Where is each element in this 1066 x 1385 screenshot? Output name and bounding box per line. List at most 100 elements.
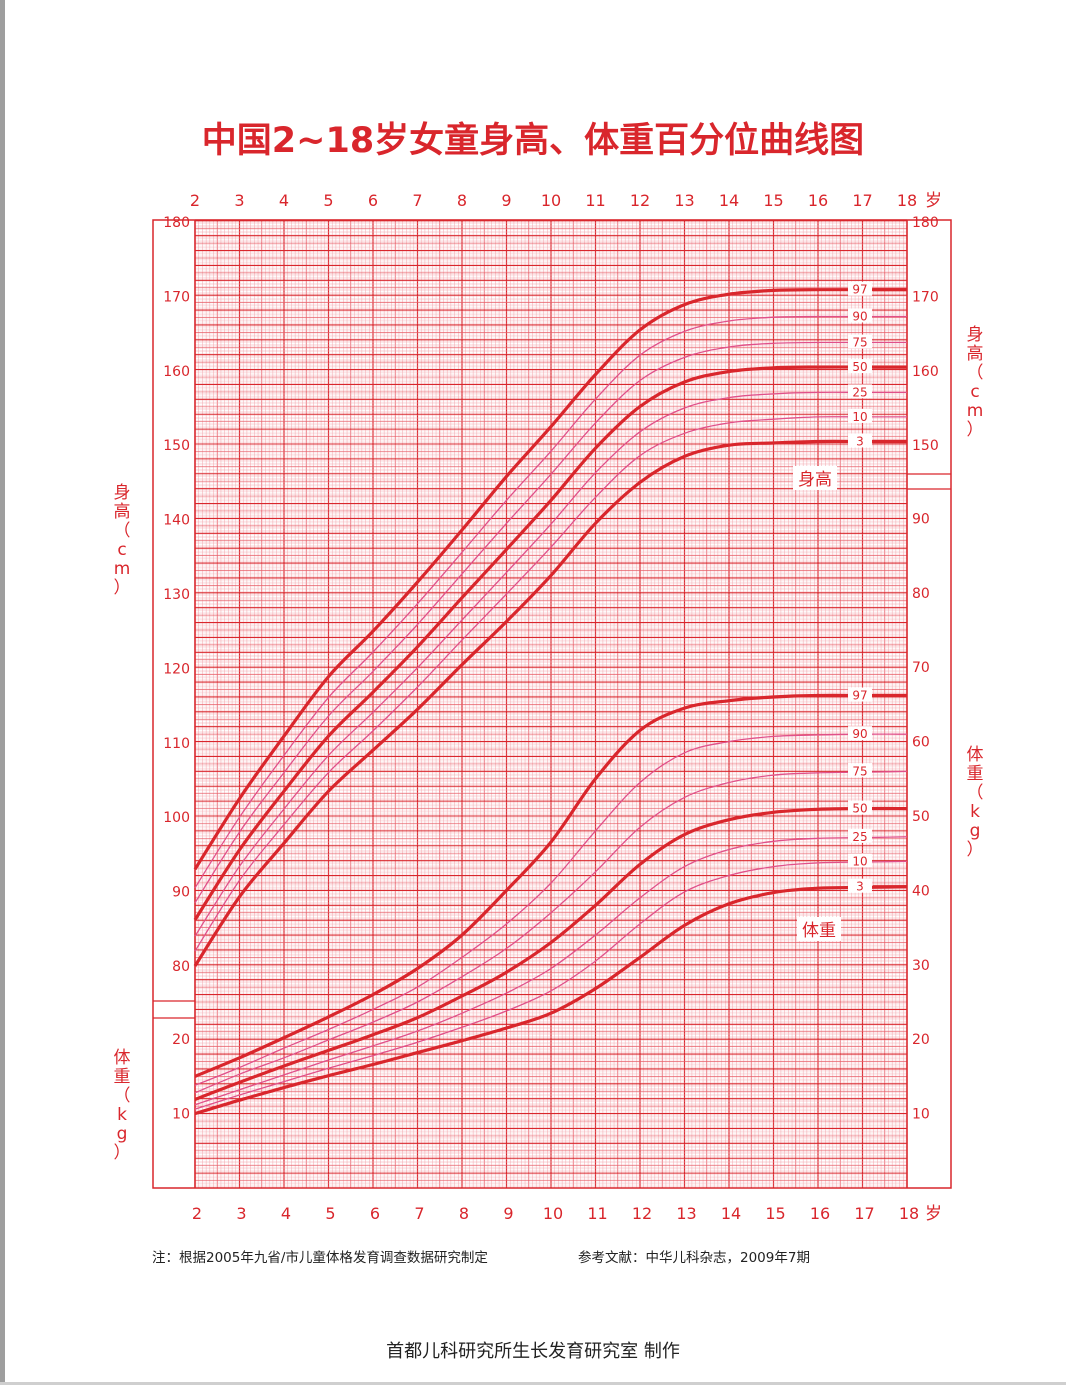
x-tick-label-bottom: 10 <box>543 1204 563 1223</box>
x-tick-label-bottom: 3 <box>236 1204 246 1223</box>
y-tick-label-height-right: 180 <box>912 215 939 231</box>
height-percentile-label-p10: 10 <box>852 410 867 424</box>
weight-curves-label: 体重 <box>802 921 836 941</box>
svg-text:c: c <box>970 382 979 402</box>
height-curve-p10 <box>194 416 907 952</box>
y-axis-label-height-left: 身高（cm） <box>114 483 131 598</box>
svg-text:）: ） <box>967 840 984 860</box>
weight-percentile-label-p10: 10 <box>852 854 867 868</box>
x-tick-label-top: 7 <box>412 191 422 210</box>
x-tick-label-top: 10 <box>541 191 561 210</box>
x-tick-label-top: 9 <box>501 191 511 210</box>
height-curve-p75 <box>194 341 907 904</box>
height-curves-label: 身高 <box>798 470 832 490</box>
y-tick-label-weight-right: 60 <box>912 735 930 751</box>
svg-text:重: 重 <box>114 1067 131 1087</box>
y-tick-label-weight-right: 30 <box>912 958 930 974</box>
weight-percentile-label-p3: 3 <box>856 880 864 894</box>
x-tick-label-top: 2 <box>190 191 200 210</box>
x-tick-label-bottom: 15 <box>765 1204 785 1223</box>
chart-title: 中国2~18岁女童身高、体重百分位曲线图 <box>201 121 865 161</box>
svg-text:（: （ <box>967 363 984 383</box>
x-tick-label-bottom: 11 <box>587 1204 607 1223</box>
x-unit-label-bottom: 岁 <box>925 1204 942 1224</box>
svg-text:k: k <box>970 802 980 822</box>
y-tick-label-height: 170 <box>163 289 190 305</box>
x-tick-label-bottom: 16 <box>810 1204 830 1223</box>
weight-curve-p97 <box>194 693 907 1078</box>
x-tick-label-bottom: 17 <box>854 1204 874 1223</box>
y-tick-label-weight: 20 <box>172 1032 190 1048</box>
weight-percentile-label-p90: 90 <box>852 727 867 741</box>
x-tick-label-bottom: 2 <box>192 1204 202 1223</box>
height-curve-p25 <box>194 391 907 937</box>
svg-text:）: ） <box>114 1143 131 1163</box>
y-tick-label-weight: 10 <box>172 1107 190 1123</box>
svg-text:体: 体 <box>114 1048 131 1068</box>
x-tick-label-top: 17 <box>852 191 872 210</box>
height-curve-p3 <box>193 439 907 967</box>
weight-curve-p90 <box>194 733 908 1086</box>
svg-text:g: g <box>117 1124 128 1144</box>
scan-edge-bottom <box>0 1382 1066 1385</box>
y-axis-label-weight-right: 体重（kg） <box>967 745 984 860</box>
y-tick-label-weight-right: 90 <box>912 511 930 527</box>
svg-text:g: g <box>970 821 981 841</box>
svg-text:（: （ <box>967 783 984 803</box>
svg-text:（: （ <box>114 521 131 541</box>
y-tick-label-height-right: 150 <box>912 438 939 454</box>
y-tick-label-height: 160 <box>163 364 190 380</box>
reference-note: 参考文献：中华儿科杂志，2009年7期 <box>578 1250 810 1266</box>
x-tick-label-top: 13 <box>674 191 694 210</box>
x-tick-label-bottom: 9 <box>503 1204 513 1223</box>
x-tick-label-bottom: 14 <box>721 1204 741 1223</box>
y-tick-label-height-right: 160 <box>912 364 939 380</box>
x-tick-label-top: 4 <box>279 191 289 210</box>
x-tick-label-top: 16 <box>808 191 828 210</box>
x-tick-label-bottom: 6 <box>370 1204 380 1223</box>
y-tick-label-height: 150 <box>163 438 190 454</box>
svg-text:身: 身 <box>114 483 131 503</box>
height-percentile-label-p75: 75 <box>852 336 867 350</box>
scan-edge <box>0 0 5 1385</box>
height-percentile-label-p97: 97 <box>852 283 867 297</box>
weight-percentile-label-p97: 97 <box>852 688 867 702</box>
x-tick-label-top: 14 <box>719 191 739 210</box>
svg-text:体: 体 <box>967 745 984 765</box>
x-tick-label-top: 8 <box>457 191 467 210</box>
x-tick-label-bottom: 4 <box>281 1204 291 1223</box>
weight-curve-p25 <box>194 836 908 1106</box>
y-tick-label-height: 180 <box>163 215 190 231</box>
y-tick-label-height: 100 <box>163 810 190 826</box>
svg-text:重: 重 <box>967 764 984 784</box>
x-tick-label-top: 11 <box>585 191 605 210</box>
plot-frame <box>152 219 952 1189</box>
y-tick-label-weight-right: 10 <box>912 1107 930 1123</box>
y-tick-label-weight-right: 40 <box>912 883 930 899</box>
y-tick-label-height: 90 <box>172 885 190 901</box>
weight-percentile-label-p25: 25 <box>852 830 867 844</box>
weight-curve-p10 <box>194 860 908 1110</box>
x-tick-label-bottom: 7 <box>414 1204 424 1223</box>
svg-text:身: 身 <box>967 325 984 345</box>
svg-text:高: 高 <box>114 502 131 522</box>
svg-text:高: 高 <box>967 344 984 364</box>
weight-percentile-label-p50: 50 <box>852 802 867 816</box>
y-tick-label-height: 80 <box>172 959 190 975</box>
y-tick-label-height: 120 <box>163 661 190 677</box>
x-tick-label-bottom: 13 <box>676 1204 696 1223</box>
weight-curve-p75 <box>194 770 908 1094</box>
height-curve-p50 <box>193 365 907 921</box>
height-curve-p97 <box>193 288 907 871</box>
svg-text:（: （ <box>114 1086 131 1106</box>
footer-credit: 首都儿科研究所生长发育研究室 制作 <box>386 1341 680 1362</box>
y-axis-label-weight-left: 体重（kg） <box>114 1048 131 1163</box>
height-percentile-label-p25: 25 <box>852 385 867 399</box>
svg-text:c: c <box>117 540 126 560</box>
x-tick-label-top: 3 <box>234 191 244 210</box>
y-tick-label-height: 110 <box>163 736 190 752</box>
y-tick-label-weight-right: 70 <box>912 660 930 676</box>
weight-curve-p3 <box>194 885 908 1116</box>
weight-curve-p50 <box>194 806 908 1101</box>
